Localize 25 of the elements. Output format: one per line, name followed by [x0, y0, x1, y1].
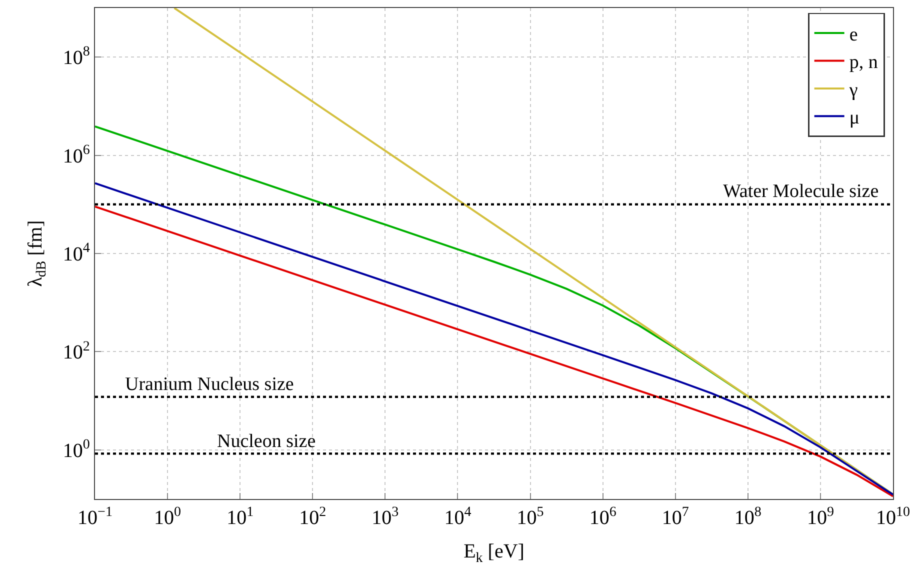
legend-label: e [849, 24, 858, 46]
legend-label: γ [848, 80, 858, 101]
x-tick-label: 10$^{6}$ [589, 504, 616, 530]
x-axis-title: E$_{k}$ [eV] [464, 540, 524, 566]
ref-line-label: Uranium Nucleus size [125, 374, 294, 395]
x-tick-label: 10$^{5}$ [516, 504, 544, 530]
x-tick-label: 10$^{2}$ [299, 504, 326, 530]
x-tick-label: 10$^{3}$ [372, 504, 399, 530]
legend-label: p, n [849, 52, 878, 74]
y-tick-label: 10$^{8}$ [62, 44, 90, 70]
y-tick-label: 10$^{6}$ [62, 142, 90, 168]
x-tick-label: 10$^{9}$ [806, 504, 834, 530]
legend-label: μ [849, 108, 860, 129]
x-tick-label: 10$^{1}$ [226, 504, 254, 530]
y-tick-label: 10$^{2}$ [62, 339, 90, 364]
ref-line-label: Water Molecule size [723, 181, 879, 202]
x-tick-label: 10$^{7}$ [662, 504, 689, 530]
x-tick-label: 10$^{0}$ [154, 504, 182, 530]
y-tick-label: 10$^{0}$ [62, 438, 90, 462]
x-tick-label: 10$^{4}$ [444, 504, 472, 530]
x-tick-label: 10$^{−1}$ [78, 504, 112, 530]
x-tick-label: 10$^{8}$ [734, 504, 762, 530]
x-tick-label: 10$^{10}$ [876, 504, 910, 530]
ref-line-label: Nucleon size [217, 431, 316, 452]
y-tick-label: 10$^{4}$ [62, 241, 90, 266]
